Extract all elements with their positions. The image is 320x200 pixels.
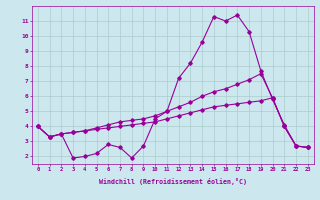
X-axis label: Windchill (Refroidissement éolien,°C): Windchill (Refroidissement éolien,°C) [99,178,247,185]
